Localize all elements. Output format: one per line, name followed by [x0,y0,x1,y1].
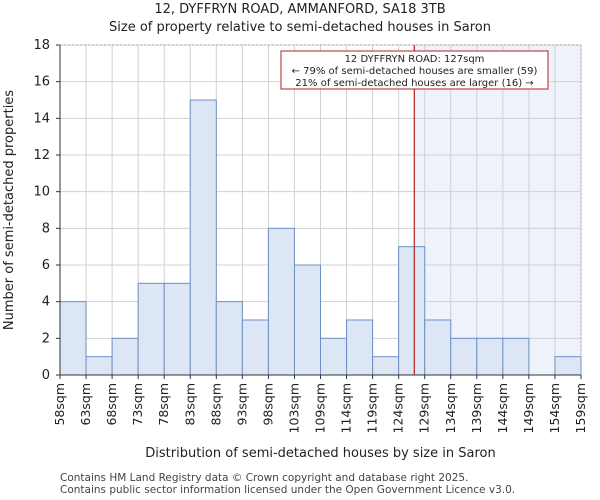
y-tick-label: 0 [42,368,50,383]
y-tick-label: 18 [33,38,50,53]
y-tick-label: 10 [33,185,50,200]
x-tick-label: 139sqm [469,383,484,433]
y-axis-label: Number of semi-detached properties [2,90,17,330]
histogram-bar [111,337,139,376]
histogram-bar [59,301,87,376]
histogram-bar [320,337,348,376]
histogram-bar [241,319,269,376]
footer-licence: Contains public sector information licen… [60,484,516,496]
histogram-bar [346,319,374,376]
annotation-box [280,50,549,90]
annotation-line: 12 DYFFRYN ROAD: 127sqm [345,54,485,65]
histogram-bar [293,264,322,376]
x-tick-label: 149sqm [521,383,536,433]
x-tick-label: 88sqm [208,383,223,426]
x-tick-label: 78sqm [156,383,171,426]
x-tick-label: 98sqm [260,383,275,426]
x-tick-label: 63sqm [78,383,93,426]
chart-subtitle: Size of property relative to semi-detach… [109,20,491,35]
histogram-bar [85,356,113,376]
x-tick-label: 109sqm [313,383,328,433]
x-tick-label: 144sqm [495,383,510,433]
histogram-bar [502,337,530,376]
histogram-bar [372,356,400,376]
x-tick-label: 159sqm [573,383,588,433]
y-tick-label: 12 [33,148,50,163]
histogram-bar [476,337,504,376]
x-tick-label: 124sqm [391,383,406,433]
x-tick-label: 93sqm [234,383,249,426]
x-tick-label: 134sqm [443,383,458,433]
y-tick-label: 4 [42,295,50,310]
x-tick-label: 129sqm [417,383,432,433]
footer-copyright: Contains HM Land Registry data © Crown c… [60,472,469,484]
x-tick-label: 68sqm [104,383,119,426]
x-tick-label: 103sqm [286,383,301,433]
annotation-line: 21% of semi-detached houses are larger (… [295,78,533,89]
histogram-bar [163,282,191,376]
x-tick-label: 73sqm [130,383,145,426]
histogram-bar [554,356,582,376]
x-tick-label: 119sqm [365,383,380,433]
histogram-bar [189,99,217,376]
y-tick-label: 2 [42,331,50,346]
histogram-bar [215,301,243,376]
histogram-bar [398,246,426,376]
chart-title: 12, DYFFRYN ROAD, AMMANFORD, SA18 3TB [154,2,446,17]
y-tick-label: 6 [42,258,50,273]
x-tick-label: 83sqm [182,383,197,426]
x-axis-label: Distribution of semi-detached houses by … [145,446,495,461]
histogram-bar [424,319,452,376]
annotation-line: ← 79% of semi-detached houses are smalle… [292,66,538,77]
histogram-bar [450,337,478,376]
y-tick-label: 14 [33,111,50,126]
histogram-bar [137,282,165,376]
histogram-bar [267,227,295,376]
y-tick-label: 16 [33,75,50,90]
x-tick-label: 114sqm [339,383,354,433]
x-tick-label: 58sqm [52,383,67,426]
x-tick-label: 154sqm [547,383,562,433]
y-tick-label: 8 [42,221,50,236]
